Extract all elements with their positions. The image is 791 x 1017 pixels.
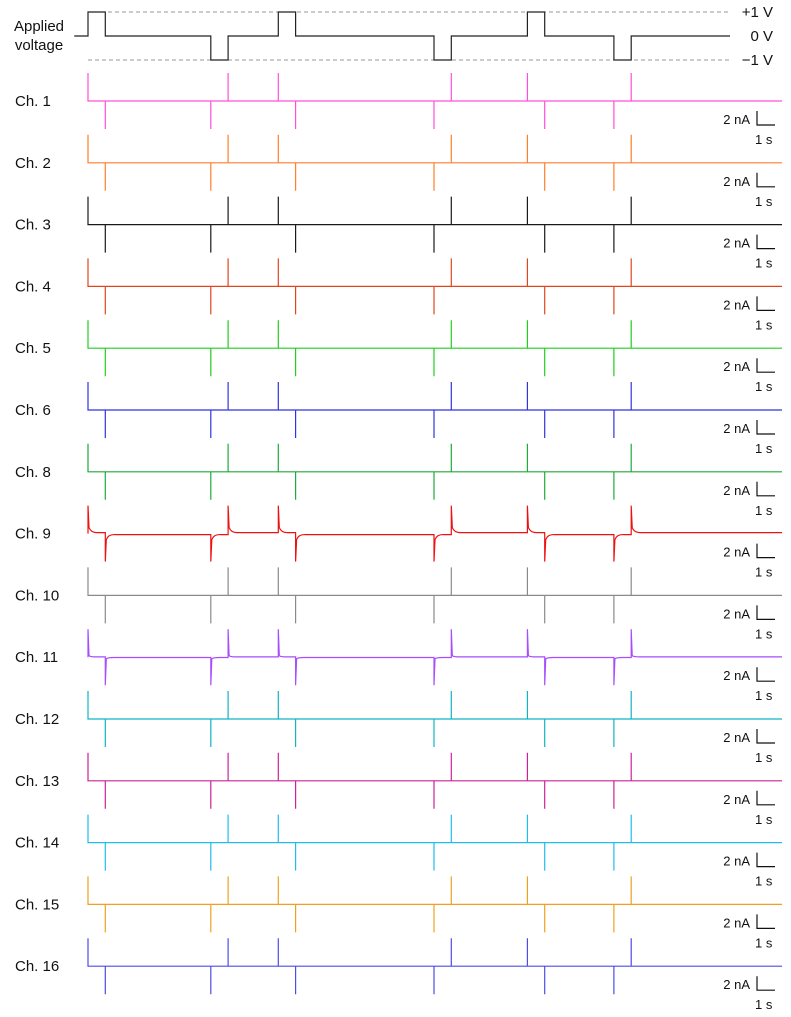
voltage-panel: Applied voltage +1 V 0 V −1 V: [14, 4, 773, 69]
voltage-level-label: 0 V: [750, 28, 773, 45]
channel-trace: [87, 691, 782, 747]
scale-bar-time-label: 1 s: [755, 750, 773, 765]
scale-bar: [756, 234, 775, 250]
scale-bar-current-label: 2 nA: [723, 730, 750, 745]
scale-bar-time-label: 1 s: [755, 997, 773, 1012]
scale-bar: [756, 420, 775, 435]
scale-bar-time-label: 1 s: [755, 874, 773, 889]
channel-label: Ch. 2: [15, 155, 51, 172]
channel-label: Ch. 1: [15, 93, 51, 110]
scale-bar: [756, 667, 775, 682]
channel-label: Ch. 9: [15, 526, 51, 543]
scale-bar: [756, 543, 775, 559]
channel-trace-group: Ch. 4 2 nA 1 s: [15, 258, 782, 332]
channel-trace: [87, 443, 782, 500]
scale-bar-current-label: 2 nA: [723, 606, 750, 621]
channel-trace-group: Ch. 15 2 nA 1 s: [15, 876, 782, 950]
channel-trace: [87, 814, 782, 871]
scale-bar-time-label: 1 s: [755, 132, 773, 147]
channel-trace-group: Ch. 3 2 nA 1 s: [15, 196, 782, 271]
channel-trace: [87, 73, 782, 129]
scale-bar-time-label: 1 s: [755, 935, 773, 950]
scale-bar-time-label: 1 s: [755, 812, 773, 827]
scale-bar: [756, 976, 775, 991]
channel-trace: [87, 752, 782, 809]
channel-trace-group: Ch. 14 2 nA 1 s: [15, 814, 782, 889]
channel-trace: [87, 196, 782, 253]
channel-label: Ch. 12: [15, 711, 59, 728]
voltage-label-line: voltage: [15, 37, 63, 54]
scale-bar: [756, 481, 775, 497]
channel-label: Ch. 13: [15, 773, 59, 790]
scale-bar-time-label: 1 s: [755, 317, 773, 332]
channel-trace-group: Ch. 13 2 nA 1 s: [15, 752, 782, 827]
channel-trace: [87, 938, 782, 995]
channel-label: Ch. 15: [15, 896, 59, 913]
scale-bar-time-label: 1 s: [755, 688, 773, 703]
scale-bar-time-label: 1 s: [755, 441, 773, 456]
scale-bar: [756, 111, 775, 126]
channel-label: Ch. 3: [15, 217, 51, 234]
channel-trace-group: Ch. 6 2 nA 1 s: [15, 382, 782, 456]
scale-bar-current-label: 2 nA: [723, 359, 750, 374]
voltage-label-line: Applied: [14, 18, 64, 35]
voltage-level-label: −1 V: [742, 52, 773, 69]
scale-bar: [756, 729, 775, 744]
channel-trace: [87, 505, 782, 562]
scale-bar-time-label: 1 s: [755, 565, 773, 580]
channel-trace-group: Ch. 11 2 nA 1 s: [15, 629, 782, 703]
channel-label: Ch. 6: [15, 402, 51, 419]
channel-trace-group: Ch. 1 2 nA 1 s: [15, 73, 782, 147]
voltage-level-label: +1 V: [742, 4, 773, 21]
scale-bar-current-label: 2 nA: [723, 421, 750, 436]
channel-trace-group: Ch. 12 2 nA 1 s: [15, 691, 782, 765]
channel-trace-group: Ch. 9 2 nA 1 s: [15, 505, 782, 580]
channel-label: Ch. 16: [15, 958, 59, 975]
scale-bar-current-label: 2 nA: [723, 977, 750, 992]
scale-bar-current-label: 2 nA: [723, 483, 750, 498]
channel-label: Ch. 11: [15, 649, 58, 666]
scale-bar-current-label: 2 nA: [723, 915, 750, 930]
scale-bar: [756, 852, 775, 868]
channel-label: Ch. 14: [15, 835, 59, 852]
channel-label: Ch. 4: [15, 278, 51, 295]
scale-bar: [756, 605, 775, 620]
scale-bar: [756, 914, 775, 929]
scale-bar-time-label: 1 s: [755, 256, 773, 271]
channel-trace: [87, 567, 782, 624]
scale-bar-current-label: 2 nA: [723, 236, 750, 251]
scale-bar-current-label: 2 nA: [723, 174, 750, 189]
channel-trace-group: Ch. 8 2 nA 1 s: [15, 443, 782, 518]
scale-bar-current-label: 2 nA: [723, 545, 750, 560]
channels-panel: Ch. 12 nA1 sCh. 22 nA1 sCh. 32 nA1 sCh. …: [15, 73, 782, 1012]
channel-trace-group: Ch. 5 2 nA 1 s: [15, 320, 782, 394]
scale-bar-current-label: 2 nA: [723, 112, 750, 127]
channel-trace-group: Ch. 2 2 nA 1 s: [15, 134, 782, 209]
scale-bar-current-label: 2 nA: [723, 668, 750, 683]
scale-bar-current-label: 2 nA: [723, 854, 750, 869]
scale-bar-current-label: 2 nA: [723, 792, 750, 807]
channel-trace: [87, 629, 782, 686]
scale-bar: [756, 358, 775, 373]
channel-trace-group: Ch. 16 2 nA 1 s: [15, 938, 782, 1012]
channel-trace: [87, 382, 782, 438]
channel-trace-group: Ch. 10 2 nA 1 s: [15, 567, 782, 641]
channel-trace: [87, 876, 782, 933]
scale-bar-time-label: 1 s: [755, 626, 773, 641]
channel-label: Ch. 5: [15, 340, 51, 357]
voltage-waveform: [74, 11, 730, 61]
scale-bar-current-label: 2 nA: [723, 297, 750, 312]
scale-bar-time-label: 1 s: [755, 194, 773, 209]
channel-trace: [87, 320, 782, 377]
channel-trace: [87, 258, 782, 315]
channel-trace: [87, 134, 782, 191]
scale-bar: [756, 296, 775, 311]
scale-bar-time-label: 1 s: [755, 503, 773, 518]
channel-label: Ch. 8: [15, 464, 51, 481]
scale-bar: [756, 172, 775, 188]
scale-bar: [756, 790, 775, 806]
scale-bar-time-label: 1 s: [755, 379, 773, 394]
channel-label: Ch. 10: [15, 587, 59, 604]
